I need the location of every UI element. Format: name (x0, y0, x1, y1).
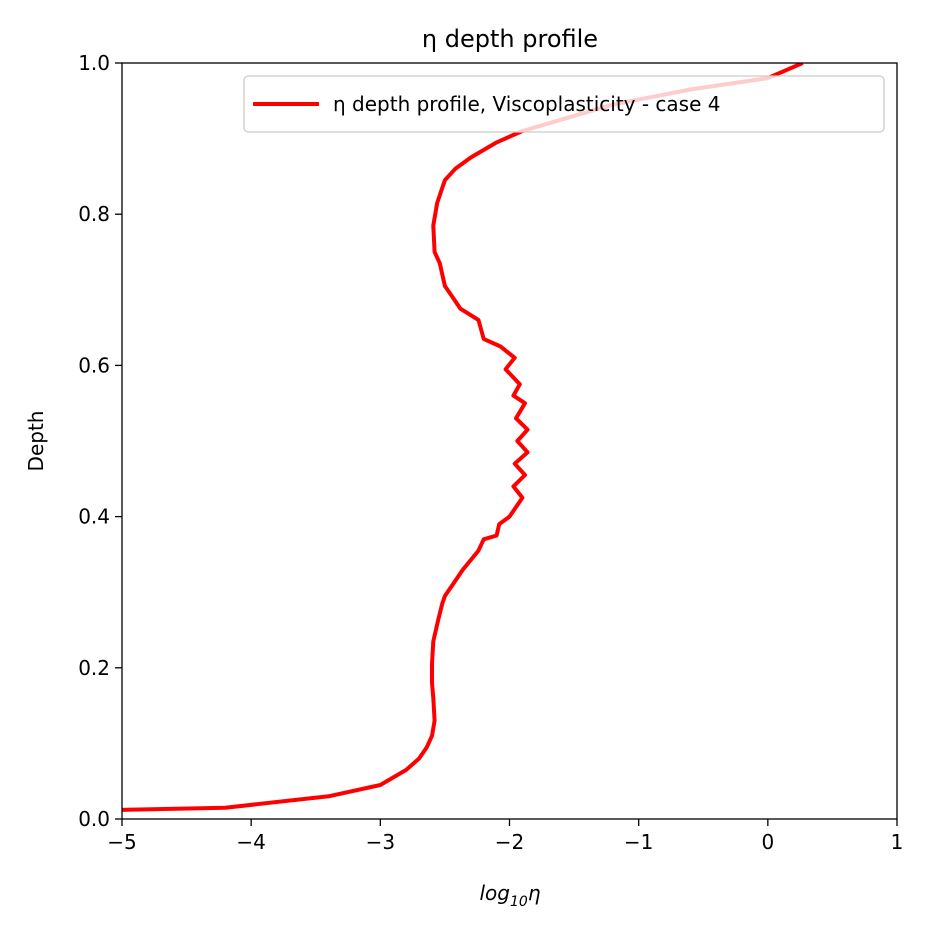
x-axis-label-eta: η (528, 881, 541, 905)
legend-box (243, 75, 885, 133)
legend: η depth profile, Viscoplasticity - case … (243, 75, 885, 133)
x-tick-label: 1 (891, 830, 904, 854)
plot-frame (121, 62, 898, 820)
y-tick-label: 0.4 (78, 505, 110, 529)
y-axis-label: Depth (24, 411, 48, 472)
x-tick-label: −4 (236, 830, 265, 854)
y-tick-label: 0.0 (78, 807, 110, 831)
y-tick-label: 1.0 (78, 51, 110, 75)
x-tick-label: −3 (366, 830, 395, 854)
series-line-viscoplasticity-case-4 (122, 63, 804, 812)
x-tick-label: 0 (761, 830, 774, 854)
y-tick-label: 0.8 (78, 202, 110, 226)
legend-label: η depth profile, Viscoplasticity - case … (333, 92, 721, 116)
x-axis-label-log: log (479, 881, 510, 905)
x-axis: −5 −4 −3 −2 −1 0 1 (107, 819, 903, 854)
y-axis: 0.0 0.2 0.4 0.6 0.8 1.0 (78, 51, 122, 831)
y-tick-label: 0.6 (78, 353, 110, 377)
x-tick-label: −1 (624, 830, 653, 854)
plot-area (122, 63, 804, 812)
x-tick-label: −2 (495, 830, 524, 854)
x-axis-label: log10η (479, 881, 540, 910)
x-tick-label: −5 (107, 830, 136, 854)
y-tick-label: 0.2 (78, 656, 110, 680)
x-axis-label-subscript: 10 (510, 894, 528, 910)
chart-title: η depth profile (422, 25, 598, 53)
